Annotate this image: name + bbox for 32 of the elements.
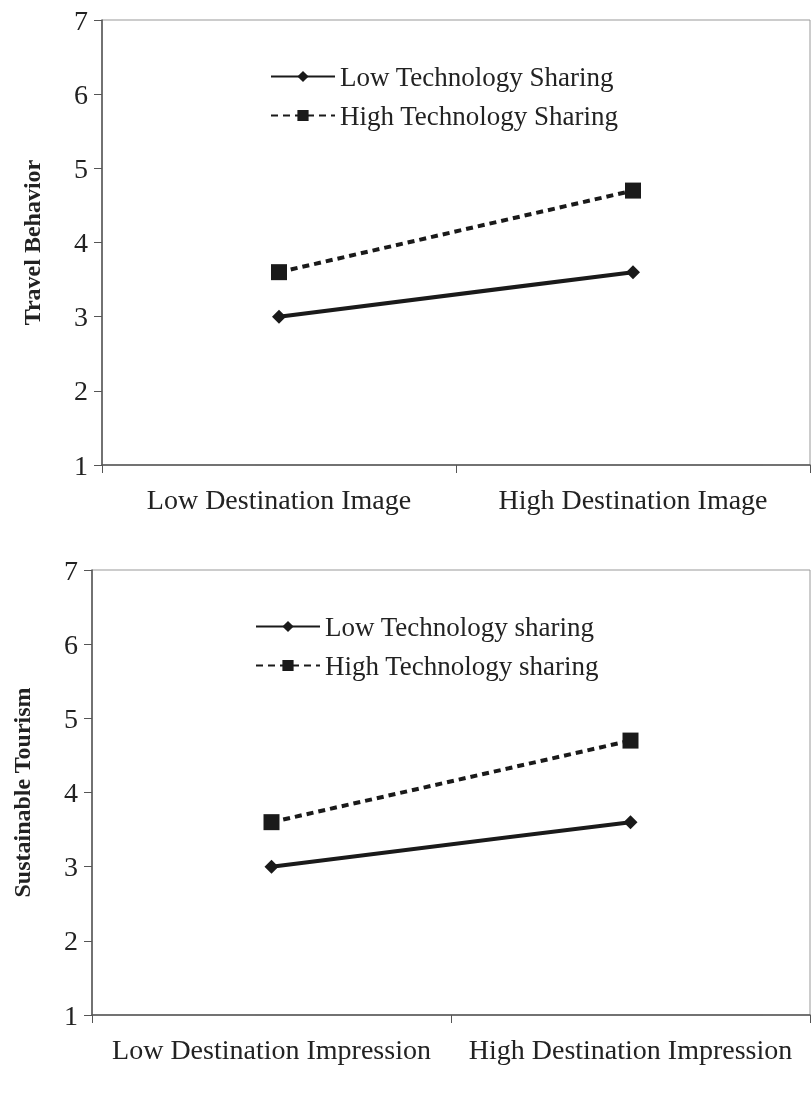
- point: [263, 814, 280, 831]
- x-tick-label: Low Destination Image: [146, 483, 412, 515]
- y-tick-label: 6: [64, 628, 78, 660]
- point: [264, 859, 279, 874]
- y-tick-label: 1: [64, 999, 78, 1031]
- y-tick-label: 1: [74, 449, 88, 481]
- y-tick-label: 7: [64, 554, 78, 586]
- legend-label: High Technology Sharing: [340, 100, 619, 131]
- point: [272, 309, 286, 324]
- point: [271, 264, 287, 281]
- y-tick-label: 4: [74, 227, 88, 258]
- y-tick-label: 7: [74, 4, 88, 36]
- y-tick-label: 2: [64, 925, 78, 957]
- y-tick-label: 5: [74, 152, 88, 184]
- y-axis-title: Travel Behavior: [19, 159, 45, 326]
- point: [626, 265, 640, 280]
- y-tick-label: 3: [64, 851, 78, 883]
- legend-label: High Technology sharing: [325, 650, 599, 681]
- y-tick-label: 3: [74, 301, 88, 333]
- legend-label: Low Technology Sharing: [340, 61, 614, 92]
- point: [622, 732, 639, 749]
- x-tick-label: High Destination Impression: [468, 1033, 793, 1065]
- y-tick-label: 2: [74, 375, 88, 407]
- point: [625, 182, 641, 199]
- y-tick-label: 5: [64, 702, 78, 734]
- y-tick-label: 4: [64, 777, 78, 808]
- x-tick-label: High Destination Image: [498, 483, 768, 515]
- y-axis-title: Sustainable Tourism: [9, 687, 35, 898]
- legend-label: Low Technology sharing: [325, 611, 595, 642]
- point: [623, 815, 638, 830]
- y-tick-label: 6: [74, 78, 88, 110]
- x-tick-label: Low Destination Impression: [112, 1033, 431, 1065]
